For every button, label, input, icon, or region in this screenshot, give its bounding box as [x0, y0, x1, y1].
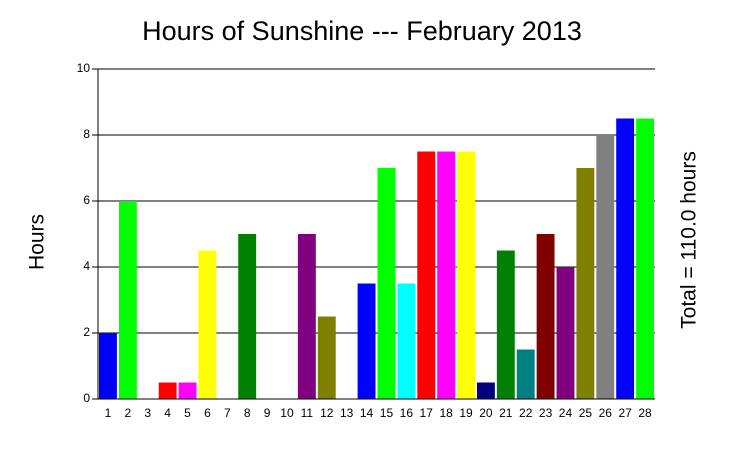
bar [476, 382, 495, 399]
bar [437, 151, 456, 399]
x-tick-label: 10 [280, 406, 294, 420]
x-tick-label: 5 [184, 406, 191, 420]
x-tick-label: 21 [499, 406, 513, 420]
x-tick-label: 4 [164, 406, 171, 420]
x-tick-label: 17 [420, 406, 434, 420]
x-tick-label: 9 [264, 406, 271, 420]
x-tick-label: 24 [559, 406, 573, 420]
bar [178, 382, 197, 399]
x-tick-label: 27 [618, 406, 632, 420]
total-annotation: Total = 110.0 hours [678, 151, 701, 329]
bar [377, 168, 396, 399]
y-tick-label: 2 [83, 325, 90, 339]
y-tick-label: 6 [83, 193, 90, 207]
bar [576, 168, 595, 399]
y-axis-label: Hours [26, 214, 49, 270]
y-tick-label: 4 [83, 259, 90, 273]
bar [417, 151, 436, 399]
bar [99, 333, 117, 399]
bar [297, 234, 316, 399]
x-tick-label: 14 [360, 406, 374, 420]
bar [397, 283, 416, 399]
x-tick-label: 22 [519, 406, 533, 420]
x-tick-label: 11 [301, 406, 314, 420]
x-tick-label: 3 [144, 406, 151, 420]
y-tick-label: 8 [83, 127, 90, 141]
x-tick-label: 25 [579, 406, 593, 420]
bar [118, 201, 137, 399]
x-tick-label: 28 [638, 406, 652, 420]
y-tick-label: 10 [77, 61, 91, 75]
x-tick-label: 16 [400, 406, 414, 420]
bar [238, 234, 257, 399]
x-tick-label: 15 [380, 406, 394, 420]
x-tick-label: 18 [439, 406, 453, 420]
x-tick-label: 13 [340, 406, 354, 420]
bar [596, 135, 615, 399]
x-tick-label: 7 [224, 406, 231, 420]
x-tick-label: 8 [244, 406, 251, 420]
bar [496, 250, 515, 399]
x-tick-label: 2 [124, 406, 131, 420]
y-tick-label: 0 [83, 391, 90, 405]
x-tick-label: 23 [539, 406, 553, 420]
chart-title: Hours of Sunshine --- February 2013 [142, 16, 582, 46]
x-tick-label: 20 [479, 406, 493, 420]
x-tick-label: 12 [320, 406, 334, 420]
x-tick-label: 1 [105, 406, 112, 420]
bar [556, 267, 575, 399]
bar [516, 349, 535, 399]
bar [636, 118, 654, 399]
bar [616, 118, 635, 399]
bar [457, 151, 475, 399]
x-tick-label: 26 [599, 406, 613, 420]
bar [158, 382, 177, 399]
bar [357, 283, 376, 399]
bar [536, 234, 555, 399]
x-tick-label: 19 [459, 406, 473, 420]
bar [198, 250, 217, 399]
bar [317, 316, 336, 399]
x-tick-label: 6 [204, 406, 211, 420]
